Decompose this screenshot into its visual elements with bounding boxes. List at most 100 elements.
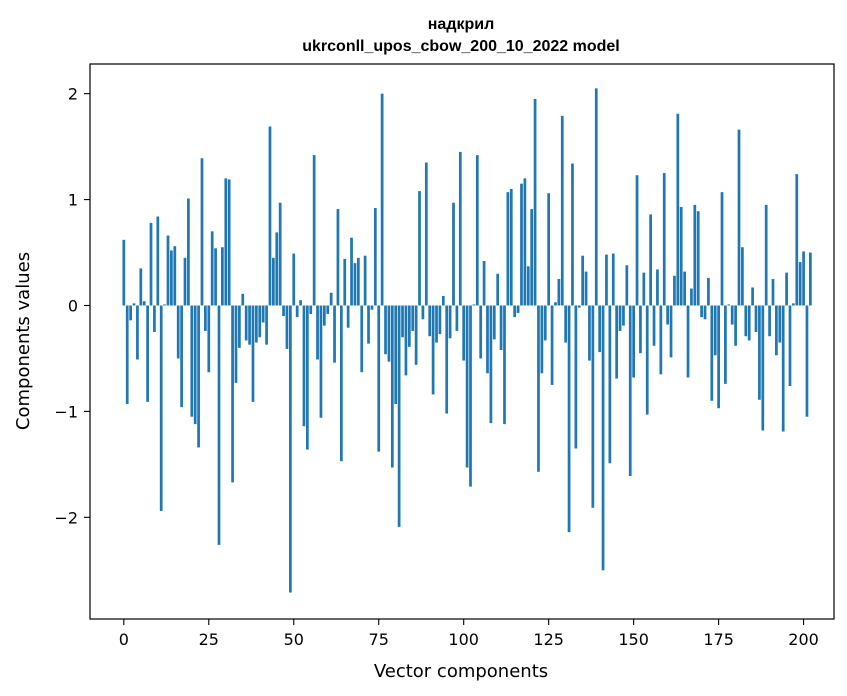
bar-80 — [394, 305, 398, 404]
bar-92 — [435, 305, 438, 343]
bar-163 — [676, 113, 680, 306]
y-axis-label: Components values — [13, 252, 34, 430]
bar-43 — [268, 126, 272, 306]
bar-96 — [448, 305, 452, 339]
bar-44 — [272, 257, 275, 306]
bar-51 — [295, 305, 299, 318]
x-tick-label: 175 — [703, 630, 734, 649]
bar-145 — [615, 305, 619, 379]
bar-150 — [632, 305, 635, 378]
bar-38 — [251, 305, 255, 402]
bar-128 — [557, 279, 561, 306]
bar-112 — [503, 305, 506, 425]
bar-56 — [312, 155, 316, 306]
bar-107 — [486, 305, 489, 374]
bar-20 — [190, 305, 194, 417]
bar-132 — [571, 163, 574, 306]
bar-175 — [717, 305, 720, 409]
bar-195 — [785, 272, 788, 306]
bar-22 — [197, 305, 200, 448]
x-tick-label: 150 — [618, 630, 649, 649]
bar-172 — [707, 277, 710, 306]
bar-201 — [805, 305, 809, 417]
bar-114 — [509, 188, 513, 306]
bar-156 — [652, 305, 656, 346]
bar-191 — [771, 279, 775, 306]
y-tick-label: 0 — [68, 296, 78, 315]
bar-136 — [584, 271, 588, 306]
bar-151 — [635, 175, 639, 306]
bar-89 — [424, 162, 428, 306]
bar-121 — [533, 98, 537, 306]
bar-19 — [187, 198, 190, 306]
bar-67 — [350, 237, 353, 306]
bar-101 — [465, 305, 469, 468]
bar-65 — [343, 258, 347, 306]
bar-168 — [693, 204, 697, 306]
bar-120 — [530, 209, 534, 306]
bar-40 — [258, 305, 262, 338]
bar-32 — [231, 305, 234, 483]
bar-190 — [768, 305, 771, 337]
bar-182 — [741, 247, 744, 306]
bar-100 — [462, 305, 466, 361]
bar-60 — [326, 305, 330, 314]
bar-122 — [537, 305, 540, 472]
bar-71 — [363, 255, 367, 306]
bar-26 — [210, 231, 214, 306]
bar-162 — [673, 275, 676, 306]
bar-33 — [234, 305, 238, 383]
bar-10 — [156, 216, 160, 306]
bar-166 — [686, 305, 690, 378]
bar-154 — [645, 305, 649, 415]
bar-93 — [438, 305, 442, 335]
bar-159 — [662, 173, 666, 306]
bar-133 — [574, 305, 578, 449]
bar-5 — [139, 268, 143, 306]
bar-17 — [180, 305, 183, 408]
bar-103 — [472, 304, 476, 306]
bar-148 — [625, 265, 629, 306]
bar-143 — [608, 305, 612, 464]
bar-199 — [798, 262, 802, 306]
bar-139 — [594, 88, 598, 306]
bar-7 — [146, 305, 149, 402]
bar-8 — [149, 222, 153, 306]
bar-75 — [377, 305, 381, 452]
y-tick-label: −1 — [54, 402, 78, 421]
bar-126 — [550, 305, 554, 385]
bar-72 — [367, 305, 370, 344]
bar-0 — [122, 239, 126, 306]
bar-36 — [244, 305, 248, 341]
bar-29 — [221, 247, 224, 306]
bar-108 — [489, 305, 493, 424]
bar-157 — [656, 269, 659, 306]
bar-63 — [336, 209, 340, 306]
bar-102 — [469, 305, 472, 487]
bar-68 — [353, 263, 357, 306]
bar-37 — [248, 305, 251, 345]
bar-113 — [506, 192, 510, 306]
x-axis-ticks: 0 25 50 75 100 125 150 175 200 — [119, 619, 819, 649]
bar-47 — [282, 305, 285, 317]
bar-171 — [703, 305, 707, 320]
bar-45 — [275, 232, 279, 306]
bar-165 — [683, 271, 686, 306]
bar-6 — [142, 301, 146, 306]
bar-78 — [387, 305, 391, 362]
bar-124 — [543, 305, 547, 341]
bar-176 — [720, 192, 724, 306]
x-tick-label: 25 — [199, 630, 219, 649]
bar-35 — [241, 293, 245, 306]
bar-123 — [540, 305, 544, 374]
bar-21 — [193, 305, 197, 425]
bar-31 — [227, 179, 231, 306]
bar-131 — [567, 305, 571, 533]
bar-137 — [588, 305, 591, 361]
bar-12 — [163, 304, 166, 306]
bar-141 — [601, 305, 605, 571]
y-tick-label: −2 — [54, 508, 78, 527]
bar-64 — [339, 305, 343, 462]
